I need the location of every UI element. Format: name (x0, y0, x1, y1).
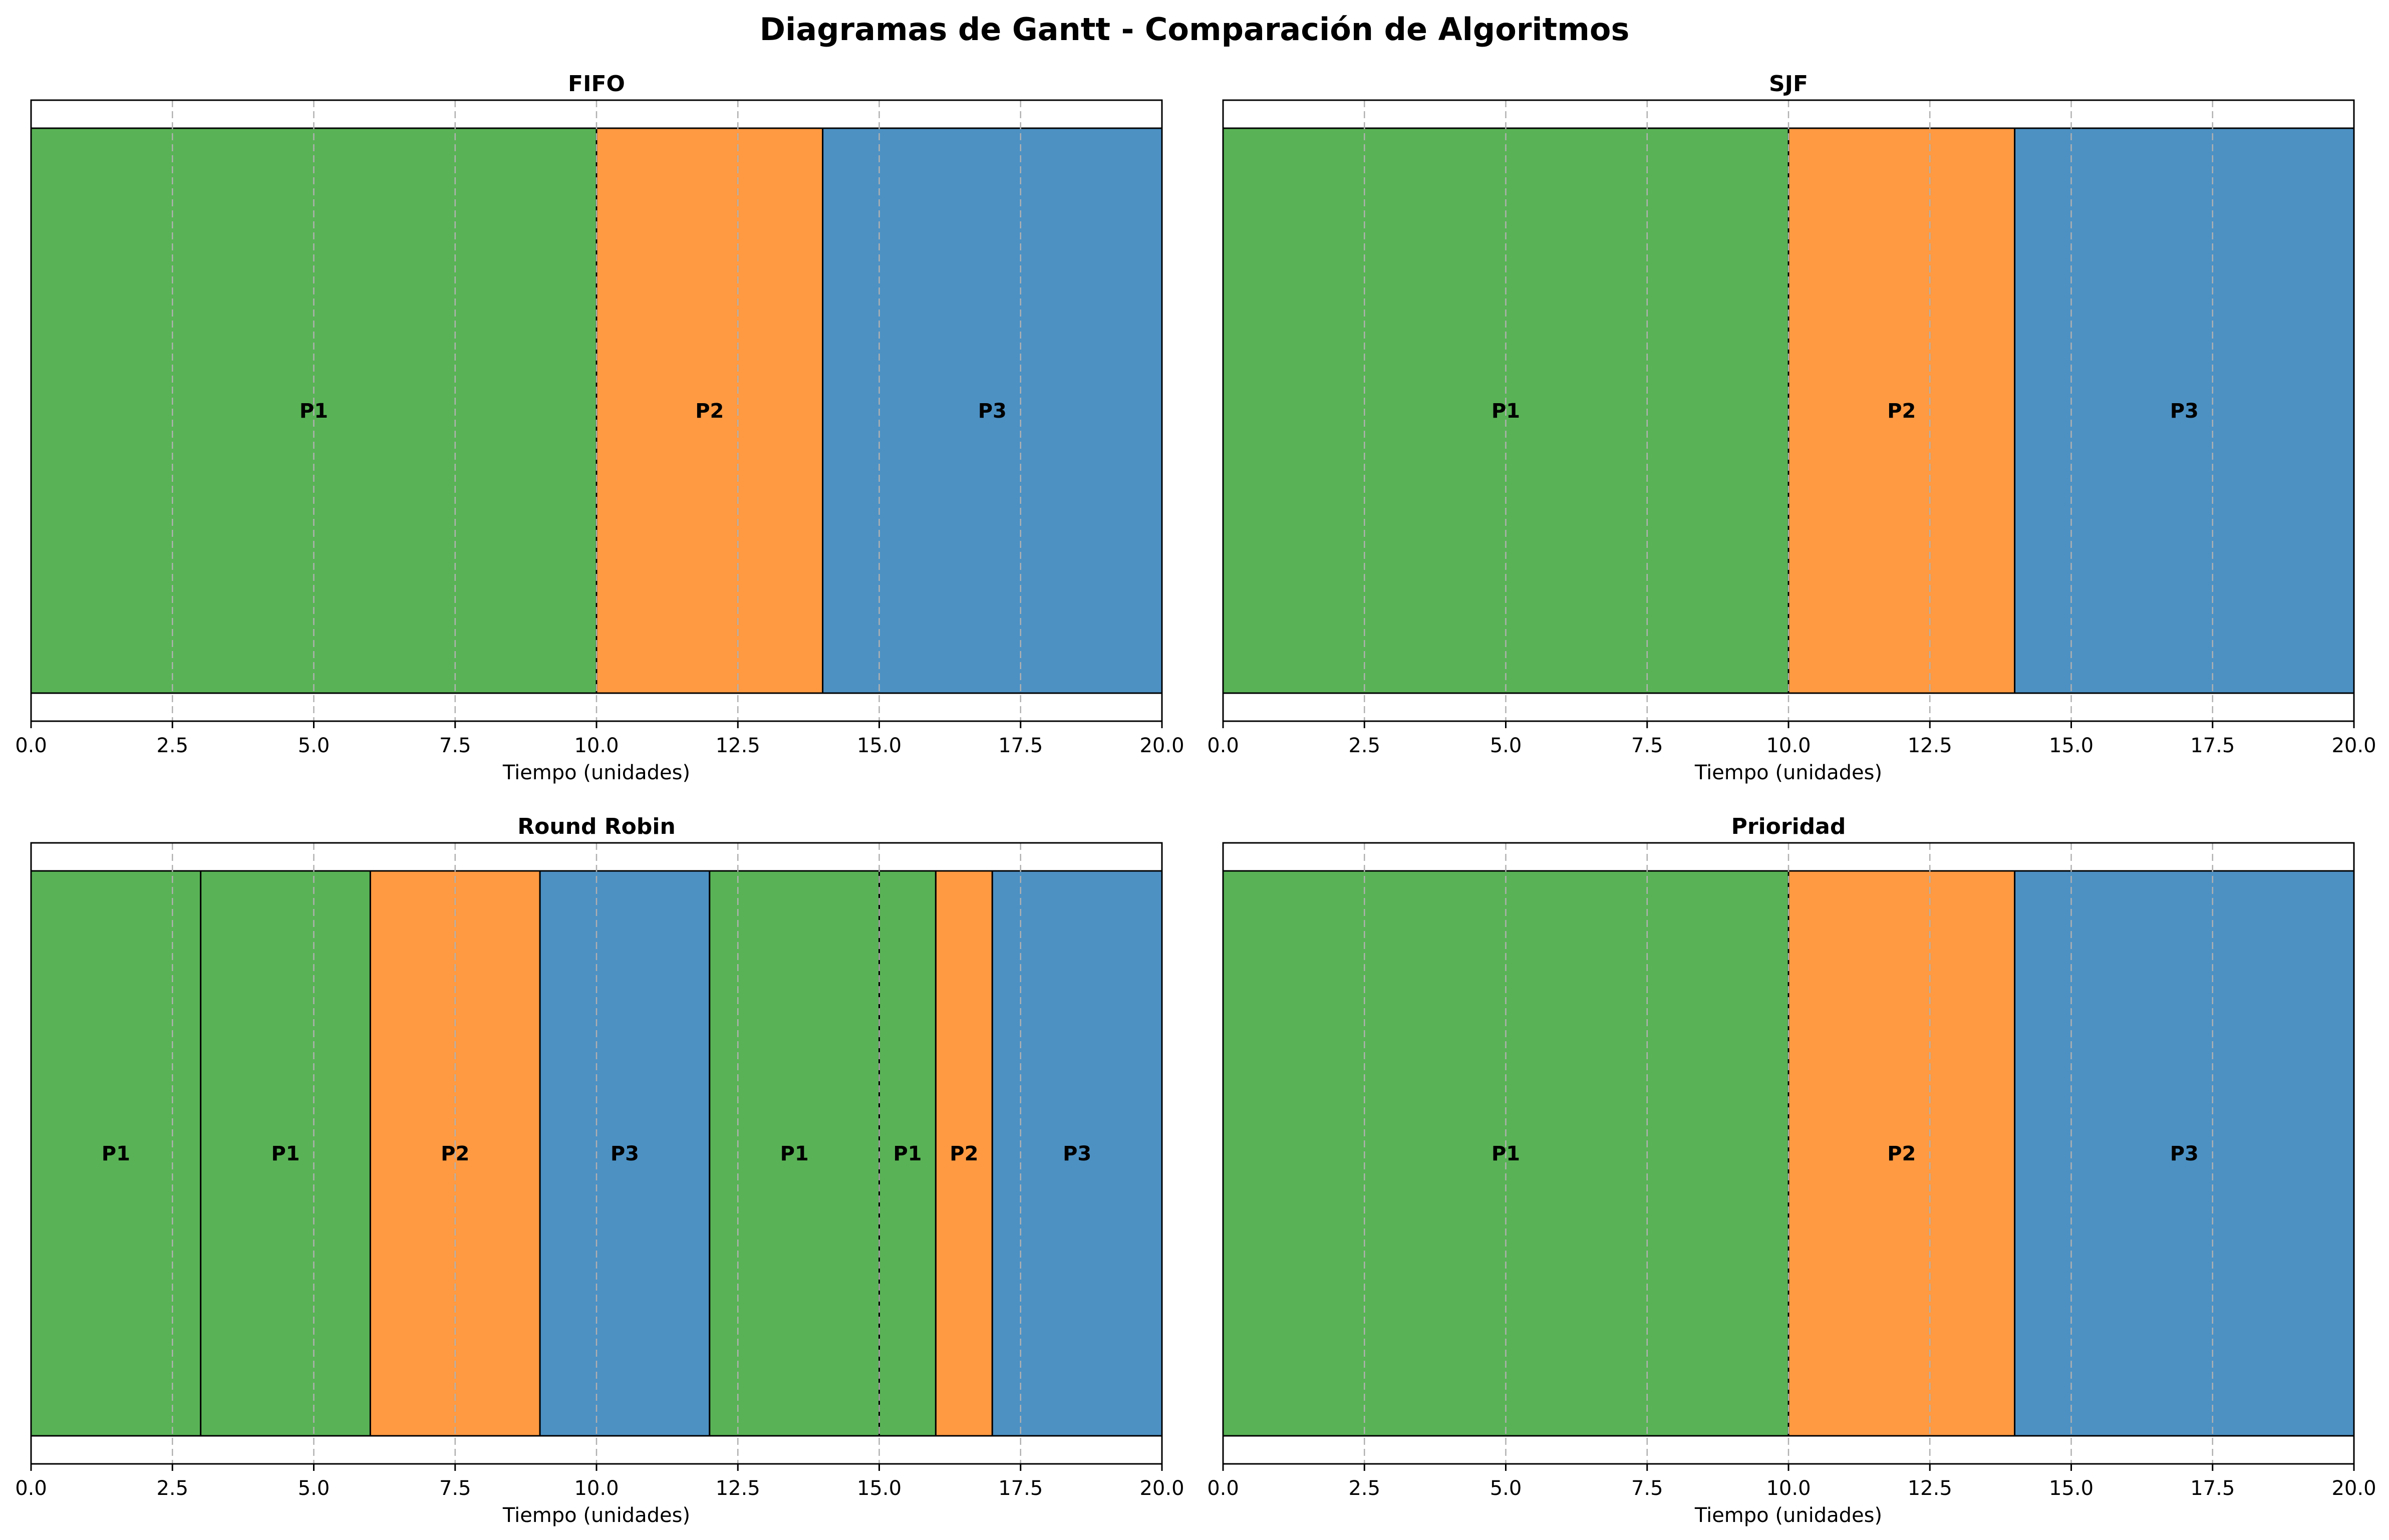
gantt-panel: P1 P2 P3 0.0 2.5 5.0 7.5 10.0 12.5 15.0 17.5 20.0 Pr… (1207, 814, 2376, 1527)
x-tick-label: 17.5 (2190, 734, 2235, 757)
bar-label: P1 (300, 400, 328, 423)
x-tick-label: 20.0 (2331, 734, 2376, 757)
gantt-bar (539, 870, 711, 1437)
gantt-bar (200, 870, 371, 1437)
x-tick-label: 12.5 (716, 1477, 760, 1500)
x-tick-label: 12.5 (1908, 1477, 1952, 1500)
x-tick-label: 17.5 (2190, 1477, 2235, 1500)
bar-label: P1 (1491, 1142, 1520, 1165)
x-tick-label: 2.5 (1348, 734, 1380, 757)
x-tick-label: 2.5 (156, 734, 188, 757)
x-tick-label: 7.5 (439, 734, 471, 757)
bar-label: P2 (1887, 400, 1916, 423)
x-tick-label: 7.5 (1631, 1477, 1663, 1500)
x-tick-label: 10.0 (1766, 1477, 1811, 1500)
bar-label: P1 (780, 1142, 809, 1165)
x-tick-label: 17.5 (998, 1477, 1043, 1500)
x-axis-label: Tiempo (unidades) (502, 761, 690, 784)
bar-label: P3 (2170, 1142, 2199, 1165)
x-tick-label: 5.0 (298, 1477, 330, 1500)
figure-title: Diagramas de Gantt - Comparación de Algo… (760, 11, 1630, 48)
gantt-bar (595, 127, 824, 694)
bar-label: P2 (1887, 1142, 1916, 1165)
x-tick-label: 5.0 (1490, 1477, 1522, 1500)
bar-label: P2 (441, 1142, 469, 1165)
bar-label: P1 (1491, 400, 1520, 423)
x-tick-label: 0.0 (15, 1477, 47, 1500)
x-tick-label: 0.0 (15, 734, 47, 757)
x-tick-label: 10.0 (574, 734, 619, 757)
x-tick-label: 12.5 (716, 734, 760, 757)
bar-label: P1 (102, 1142, 130, 1165)
x-tick-label: 7.5 (439, 1477, 471, 1500)
x-tick-label: 20.0 (1139, 1477, 1184, 1500)
gantt-bar (935, 870, 993, 1437)
gantt-panel: P1 P1 P2 P3 P1 P1 P2 P3 0.0 2.5 5.0 7.5 10.0 12.5 15.0… (15, 814, 1184, 1527)
x-tick-label: 10.0 (1766, 734, 1811, 757)
bar-label: P3 (978, 400, 1007, 423)
gantt-panel: P1 P2 P3 0.0 2.5 5.0 7.5 10.0 12.5 15.0 17.5 20.0 SJ… (1207, 71, 2376, 784)
x-tick-label: 12.5 (1908, 734, 1952, 757)
panel-title: Round Robin (517, 814, 676, 839)
gantt-panel: P1 P2 P3 0.0 2.5 5.0 7.5 10.0 12.5 15.0 17.5 20.0 FI… (15, 71, 1184, 784)
bar-label: P3 (1063, 1142, 1091, 1165)
gantt-bar (1787, 870, 2016, 1437)
x-tick-label: 0.0 (1207, 734, 1239, 757)
panel-title: Prioridad (1731, 814, 1846, 839)
x-tick-label: 2.5 (156, 1477, 188, 1500)
x-tick-label: 20.0 (1139, 734, 1184, 757)
bar-label: P1 (271, 1142, 300, 1165)
x-axis-label: Tiempo (unidades) (1694, 1504, 1882, 1527)
x-tick-label: 5.0 (1490, 734, 1522, 757)
bar-label: P2 (695, 400, 724, 423)
x-tick-label: 2.5 (1348, 1477, 1380, 1500)
gantt-bar (878, 870, 937, 1437)
bar-label: P2 (950, 1142, 978, 1165)
x-tick-label: 15.0 (2049, 1477, 2094, 1500)
x-axis-label: Tiempo (unidades) (502, 1504, 690, 1527)
panel-title: FIFO (568, 71, 625, 97)
x-tick-label: 10.0 (574, 1477, 619, 1500)
x-tick-label: 15.0 (2049, 734, 2094, 757)
panel-title: SJF (1769, 71, 1808, 97)
bar-label: P3 (611, 1142, 639, 1165)
bar-label: P1 (893, 1142, 922, 1165)
x-axis-label: Tiempo (unidades) (1694, 761, 1882, 784)
gantt-panels: P1 P2 P3 0.0 2.5 5.0 7.5 10.0 12.5 15.0 17.5 20.0 FI… (15, 71, 2376, 1527)
x-tick-label: 5.0 (298, 734, 330, 757)
x-tick-label: 15.0 (857, 1477, 902, 1500)
x-tick-label: 15.0 (857, 734, 902, 757)
x-tick-label: 17.5 (998, 734, 1043, 757)
bar-label: P3 (2170, 400, 2199, 423)
x-tick-label: 0.0 (1207, 1477, 1239, 1500)
gantt-bar (1787, 127, 2016, 694)
x-tick-label: 20.0 (2331, 1477, 2376, 1500)
x-tick-label: 7.5 (1631, 734, 1663, 757)
